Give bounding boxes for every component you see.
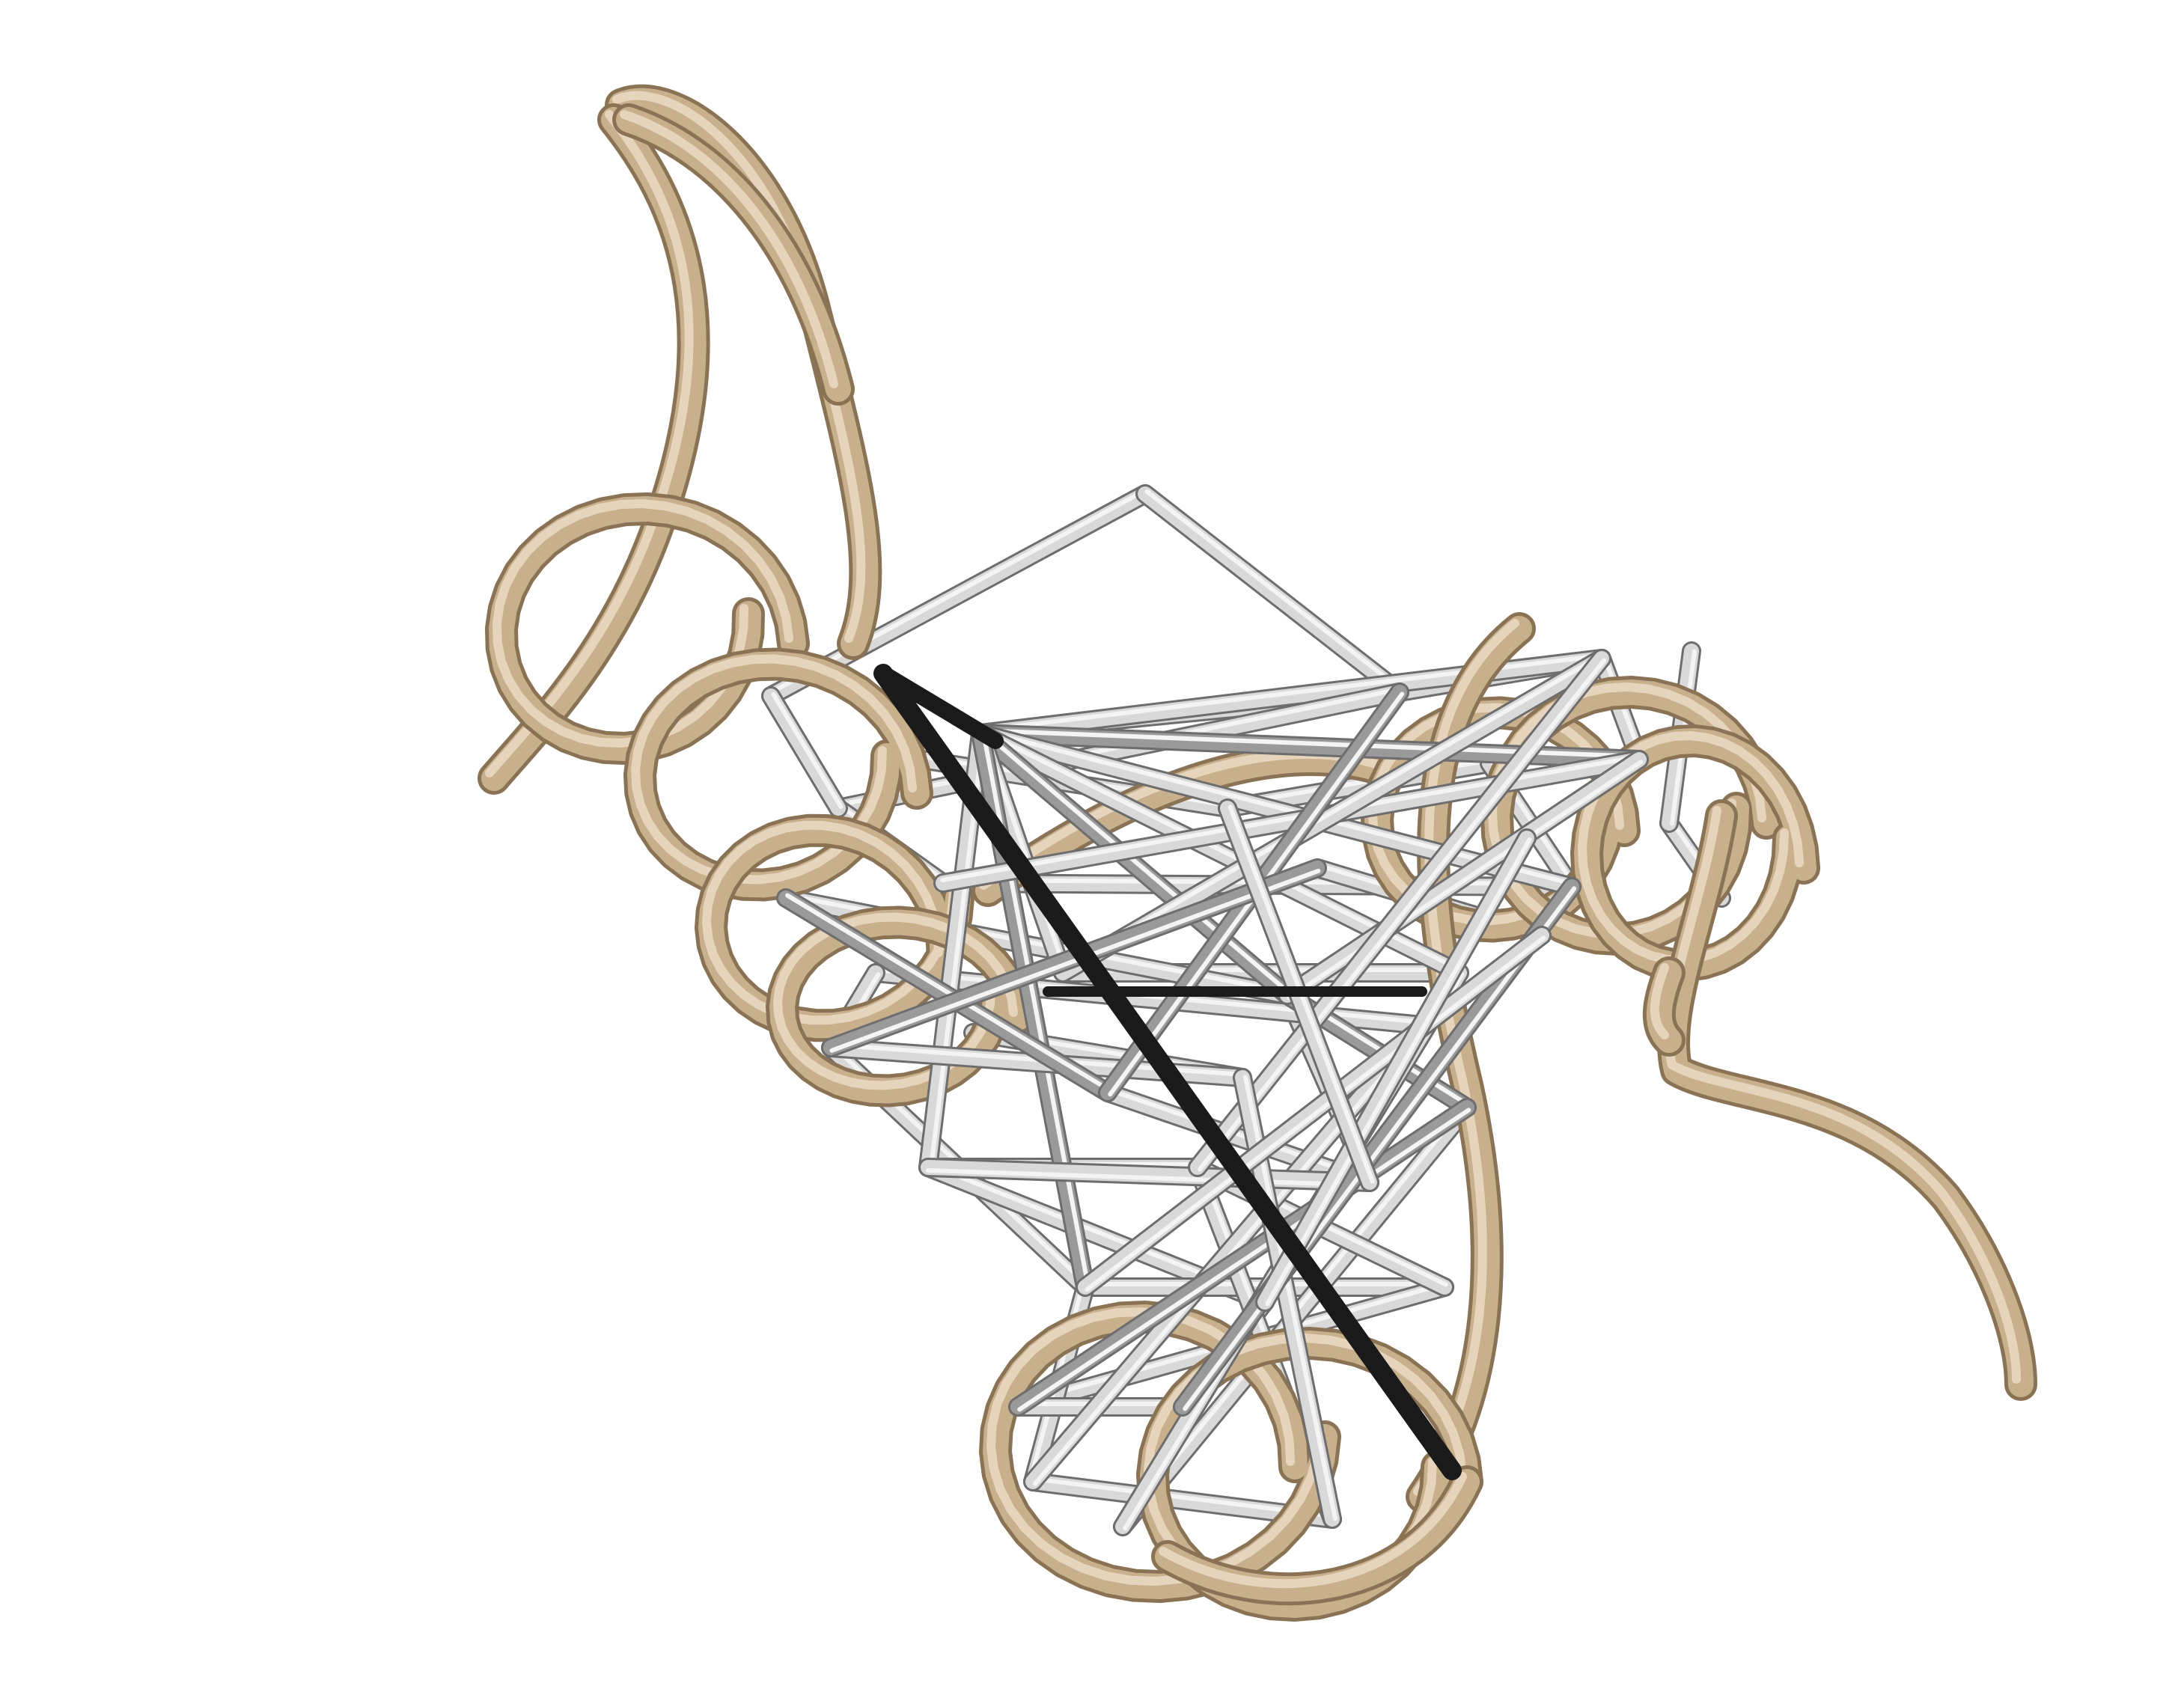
contact-rod-highlight	[1265, 837, 1532, 1306]
contact-rod	[933, 750, 1649, 893]
contact-rod-body	[1138, 486, 1407, 700]
contact-rod-highlight	[829, 868, 1321, 1053]
contact-rod	[1278, 750, 1649, 1005]
contact-rod-highlight	[1287, 760, 1644, 1001]
contact-rod	[918, 1158, 1379, 1192]
ribbon-segment	[1642, 956, 1686, 1057]
ribbon-segment	[1406, 612, 1536, 1513]
contact-rod-highlight	[1017, 1108, 1471, 1412]
highlighted-contact-rod	[875, 665, 1004, 749]
contact-rod-body	[763, 688, 846, 816]
contact-rod-highlight	[1106, 1087, 1373, 1182]
contact-rod-highlight	[1085, 935, 1546, 1292]
contact-rod	[761, 686, 848, 818]
contact-rod-body	[1190, 651, 1609, 1175]
ribbon-highlight	[1413, 619, 1519, 1496]
contact-rod-highlight	[979, 728, 1576, 887]
contact-rod-body	[1257, 831, 1534, 1310]
contact-rod-body	[973, 726, 1295, 1003]
contact-rod-body	[823, 861, 1325, 1055]
contact-rod	[1188, 649, 1611, 1177]
contact-rod	[1098, 1083, 1379, 1192]
ribbon-highlight	[620, 110, 838, 388]
ribbon-segment	[612, 103, 855, 406]
contact-rod	[971, 724, 1297, 1005]
contact-rod-body	[1025, 1018, 1430, 1489]
ribbon-segment	[1657, 799, 2037, 1401]
contact-rod	[1135, 484, 1409, 702]
ribbon-highlight	[1578, 731, 1804, 965]
contact-rod-highlight	[925, 1167, 1372, 1188]
ribbon-segment	[979, 1301, 1341, 1603]
ribbon-segment	[485, 492, 810, 765]
contact-rod	[821, 858, 1327, 1057]
ribbon-highlight	[631, 654, 917, 885]
contact-rod-highlight	[1198, 658, 1607, 1172]
highlighted-contact-rod	[873, 664, 1462, 1480]
ribbon-segment	[623, 647, 933, 902]
contact-rod-highlight	[980, 728, 1292, 995]
ribbon-highlight	[492, 499, 793, 748]
contact-rod-body	[1078, 928, 1549, 1295]
contact-rod-highlight	[1058, 653, 1602, 973]
ribbon-highlight	[702, 820, 958, 1025]
contact-rod	[1008, 1098, 1477, 1417]
ribbon-segment	[1151, 1465, 1483, 1606]
contact-rod-highlight	[771, 691, 844, 809]
ribbon-highlight	[1650, 963, 1669, 1039]
contact-rod	[1076, 926, 1552, 1297]
ribbon-segment	[1570, 724, 1820, 982]
ribbon-highlight	[1159, 1472, 1467, 1589]
contact-rod-body	[1280, 752, 1647, 1003]
contact-rod-highlight	[1183, 886, 1577, 1411]
contact-rod	[1255, 828, 1537, 1312]
contact-rod-body	[936, 752, 1647, 891]
ribbon-highlight	[1665, 806, 2021, 1384]
ribbon-segment	[695, 813, 974, 1042]
contact-rod-highlight	[1144, 489, 1404, 692]
backbone-ribbon	[478, 84, 2037, 1622]
ribbon-highlight	[986, 1307, 1325, 1586]
contact-rods-front	[776, 649, 1649, 1536]
contact-rod-highlight	[940, 754, 1641, 883]
contact-rod-body	[921, 1160, 1377, 1190]
contact-rod-body	[1010, 1100, 1474, 1414]
contact-rod-highlight	[785, 893, 1112, 1093]
contact-rod-body	[1100, 1085, 1377, 1190]
